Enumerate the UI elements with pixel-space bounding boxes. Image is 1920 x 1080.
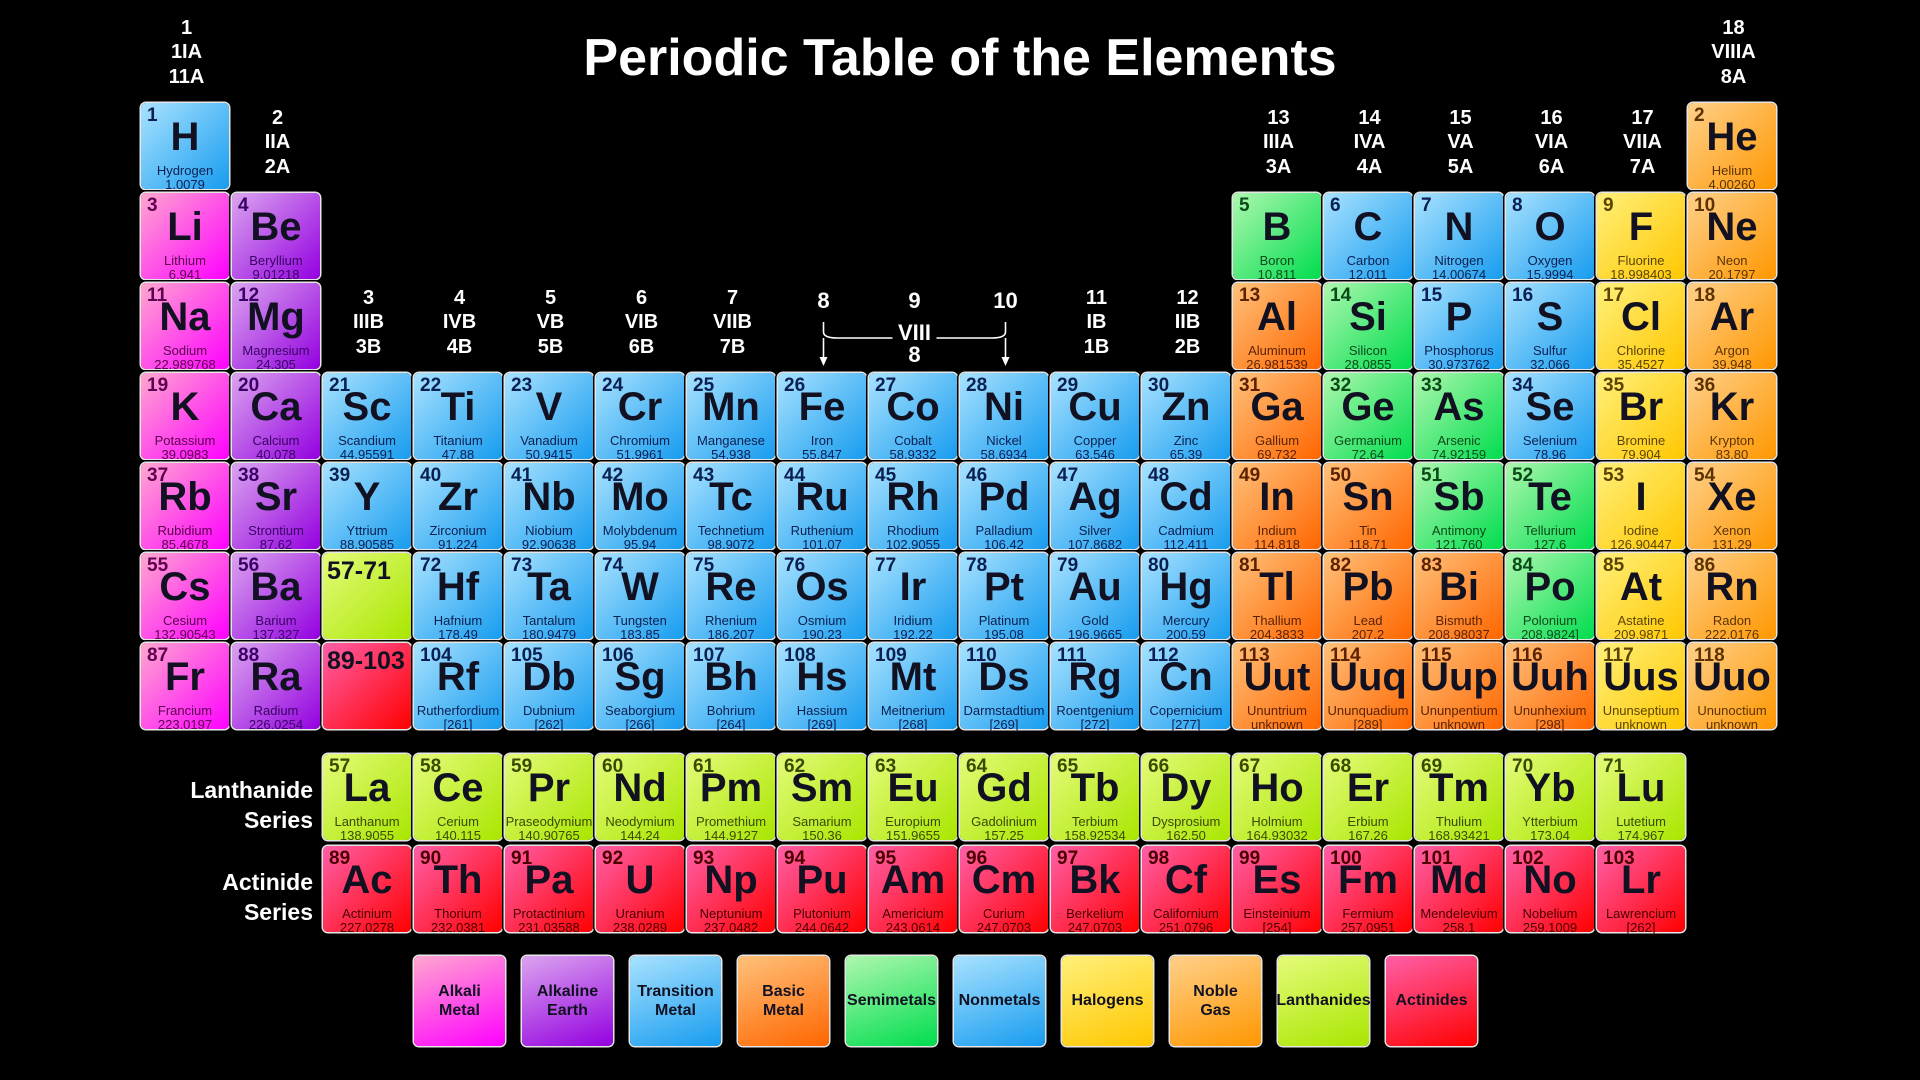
svg-text:10: 10 xyxy=(993,288,1017,313)
svg-text:8: 8 xyxy=(817,288,829,313)
svg-text:8: 8 xyxy=(908,342,920,367)
svg-text:9: 9 xyxy=(908,288,920,313)
